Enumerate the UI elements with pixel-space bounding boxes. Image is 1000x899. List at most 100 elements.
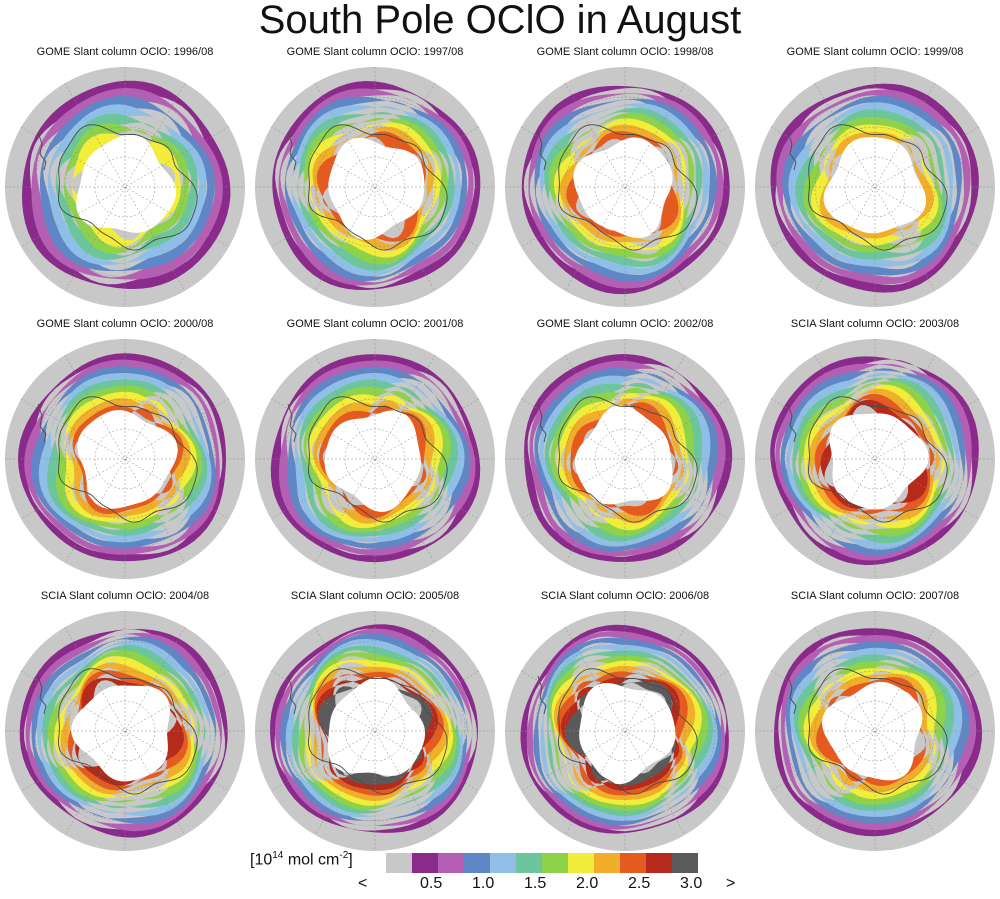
colorbar-swatch bbox=[438, 853, 464, 873]
south-pole-map bbox=[5, 339, 245, 579]
colorbar-swatch bbox=[490, 853, 516, 873]
antarctica-coastline bbox=[808, 396, 948, 523]
antarctica-coastline bbox=[308, 124, 448, 251]
colorbar-legend: [1014 mol cm-2] < > 0.5 1.0 1.5 2.0 2.5 3.0 bbox=[250, 847, 810, 897]
ocio-band bbox=[809, 673, 932, 793]
no-data-region bbox=[324, 410, 421, 512]
south-america-coastline bbox=[787, 403, 797, 443]
colorbar-swatch bbox=[594, 853, 620, 873]
polar-map-panel: SCIA Slant column OClO: 2006/08 bbox=[500, 588, 750, 858]
antarctica-coastline bbox=[558, 396, 698, 523]
longitude-line bbox=[20, 398, 230, 520]
ocio-band bbox=[68, 398, 191, 518]
panel-title: GOME Slant column OClO: 1998/08 bbox=[536, 46, 714, 58]
figure-title: South Pole OClO in August bbox=[258, 0, 742, 42]
colorbar-tick-label: 1.5 bbox=[524, 875, 547, 892]
colorbar-tick-label: 1.0 bbox=[472, 875, 495, 892]
polar-map-panel: SCIA Slant column OClO: 2005/08 bbox=[250, 588, 500, 858]
south-america-coastline bbox=[37, 675, 47, 715]
unit-suffix: ] bbox=[348, 851, 353, 869]
unit-middle: mol cm bbox=[283, 851, 340, 869]
ocio-band bbox=[314, 671, 444, 796]
south-america-coastline bbox=[537, 403, 547, 443]
south-america-coastline bbox=[37, 403, 47, 443]
colorbar bbox=[386, 853, 698, 873]
colorbar-swatch bbox=[386, 853, 412, 873]
south-pole-map bbox=[255, 611, 495, 851]
panel-title: SCIA Slant column OClO: 2007/08 bbox=[790, 590, 960, 602]
ocio-band bbox=[803, 668, 937, 799]
antarctica-coastline bbox=[558, 668, 698, 795]
south-pole-map bbox=[5, 611, 245, 851]
ocio-band bbox=[313, 666, 449, 801]
ocio-band bbox=[565, 681, 676, 786]
colorbar-unit: [1014 mol cm-2] bbox=[250, 850, 353, 869]
colorbar-tick-label: 0.5 bbox=[420, 875, 443, 892]
no-data-region bbox=[579, 682, 676, 785]
ocio-band bbox=[560, 677, 680, 791]
panel-title: SCIA Slant column OClO: 2005/08 bbox=[290, 590, 460, 602]
no-data-region bbox=[823, 137, 927, 234]
south-pole-map bbox=[505, 611, 745, 851]
colorbar-tick-label: 2.0 bbox=[576, 875, 599, 892]
panel-title: SCIA Slant column OClO: 2006/08 bbox=[540, 590, 710, 602]
colorbar-swatch bbox=[542, 853, 568, 873]
south-pole-map bbox=[505, 339, 745, 579]
antarctica-coastline bbox=[308, 668, 448, 795]
south-america-coastline bbox=[287, 131, 297, 171]
panel-title: SCIA Slant column OClO: 2004/08 bbox=[40, 590, 210, 602]
ocio-band bbox=[554, 118, 686, 251]
south-pole-map bbox=[255, 67, 495, 307]
panel-title: GOME Slant column OClO: 2002/08 bbox=[536, 318, 714, 330]
antarctica-coastline bbox=[58, 668, 198, 795]
polar-map-panel: GOME Slant column OClO: 2001/08 bbox=[250, 316, 500, 586]
polar-map-panel: GOME Slant column OClO: 2000/08 bbox=[0, 316, 250, 586]
longitude-line bbox=[20, 126, 230, 248]
colorbar-swatch bbox=[672, 853, 698, 873]
colorbar-swatch bbox=[464, 853, 490, 873]
colorbar-swatch bbox=[646, 853, 672, 873]
colorbar-swatch bbox=[516, 853, 542, 873]
no-data-region bbox=[575, 405, 673, 505]
panel-title: GOME Slant column OClO: 2000/08 bbox=[36, 318, 214, 330]
antarctica-coastline bbox=[58, 396, 198, 523]
panel-title: GOME Slant column OClO: 1996/08 bbox=[36, 46, 214, 58]
unit-prefix: [10 bbox=[250, 851, 273, 869]
colorbar-swatch bbox=[568, 853, 594, 873]
south-america-coastline bbox=[287, 675, 297, 715]
colorbar-swatch bbox=[620, 853, 646, 873]
no-data-region bbox=[573, 137, 673, 239]
panel-title: SCIA Slant column OClO: 2003/08 bbox=[790, 318, 960, 330]
colorbar-tick-label: 3.0 bbox=[680, 875, 703, 892]
colorbar-tick-label: 2.5 bbox=[628, 875, 651, 892]
no-data-region bbox=[77, 410, 178, 509]
polar-map-panel: SCIA Slant column OClO: 2004/08 bbox=[0, 588, 250, 858]
south-america-coastline bbox=[537, 675, 547, 715]
panel-title: GOME Slant column OClO: 1997/08 bbox=[286, 46, 464, 58]
no-data-region bbox=[76, 134, 176, 233]
antarctica-coastline bbox=[808, 124, 948, 251]
unit-exponent-2: -2 bbox=[339, 850, 349, 861]
south-america-coastline bbox=[787, 131, 797, 171]
ocio-band bbox=[64, 391, 197, 523]
antarctica-coastline bbox=[558, 124, 698, 251]
south-pole-map bbox=[755, 339, 995, 579]
ocio-band bbox=[559, 124, 681, 243]
no-data-region bbox=[327, 677, 425, 776]
polar-map-panel: GOME Slant column OClO: 1999/08 bbox=[750, 44, 1000, 314]
unit-exponent: 14 bbox=[272, 850, 284, 861]
ocio-band bbox=[75, 677, 184, 786]
antarctica-coastline bbox=[808, 668, 948, 795]
polar-map-panel: SCIA Slant column OClO: 2003/08 bbox=[750, 316, 1000, 586]
south-pole-map bbox=[255, 339, 495, 579]
south-pole-map bbox=[5, 67, 245, 307]
ocio-band bbox=[566, 131, 679, 237]
south-pole-map bbox=[755, 67, 995, 307]
colorbar-less-than: < bbox=[358, 875, 368, 892]
polar-map-panel: GOME Slant column OClO: 1998/08 bbox=[500, 44, 750, 314]
antarctica-coastline bbox=[58, 124, 198, 251]
south-america-coastline bbox=[287, 403, 297, 443]
panel-title: GOME Slant column OClO: 1999/08 bbox=[786, 46, 964, 58]
colorbar-greater-than: > bbox=[726, 875, 736, 892]
south-america-coastline bbox=[787, 675, 797, 715]
